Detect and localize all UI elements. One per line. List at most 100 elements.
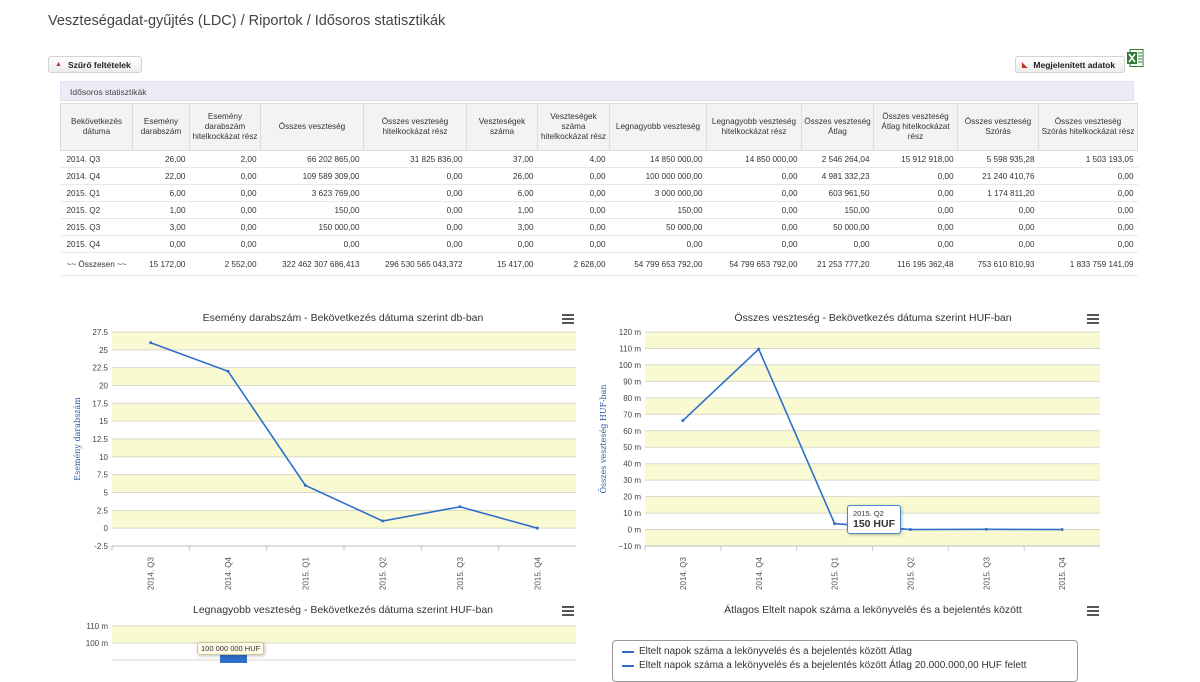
column-header[interactable]: Összes veszteség hitelkockázat rész [363,103,467,151]
y-tick-label: 7.5 [97,471,109,480]
table-cell: 0,00 [363,218,467,236]
column-header[interactable]: Összes veszteség Átlag hitelkockázat rés… [873,103,958,151]
column-header[interactable]: Legnagyobb veszteség hitelkockázat rész [706,103,802,151]
table-cell: 0,00 [706,201,802,219]
table-cell: 14 850 000,00 [706,150,802,168]
grid-band [645,463,1100,481]
table-cell: 50 000,00 [609,218,707,236]
table-cell: 0,00 [537,201,610,219]
table-cell: 22,00 [132,167,190,185]
table-cell: 109 589 309,00 [260,167,364,185]
table-cell: 2015. Q1 [60,184,133,202]
grid-band [112,332,576,350]
y-tick-label: −10 m [619,542,642,551]
chart-legend: Eltelt napok száma a lekönyvelés és a be… [612,640,1078,682]
x-tick-label: 2015. Q1 [831,557,840,590]
y-tick-label: 2.5 [97,506,109,515]
column-header[interactable]: Legnagyobb veszteség [609,103,707,151]
table-cell: 2014. Q3 [60,150,133,168]
tooltip-value: 100 000 000 HUF [201,644,261,653]
menu-icon[interactable] [562,606,574,616]
table-cell: 50 000,00 [801,218,874,236]
y-tick-label: -2.5 [94,542,108,551]
column-header[interactable]: Veszteségek száma [466,103,538,151]
triangle-icon: ▲ [55,61,62,68]
table-cell: 116 195 362,48 [873,252,958,276]
table-cell: 0,00 [873,218,958,236]
legend-item[interactable]: Eltelt napok száma a lekönyvelés és a be… [622,660,1026,671]
table-cell: 2 546 264,04 [801,150,874,168]
chart-title-event-count: Esemény darabszám - Bekövetkezés dátuma … [202,312,484,324]
table-cell: 0,00 [1038,167,1138,185]
column-header[interactable]: Veszteségek száma hitelkockázat rész [537,103,610,151]
table-cell: 66 202 865,00 [260,150,364,168]
table-cell: 0,00 [706,218,802,236]
table-cell: 0,00 [873,201,958,219]
x-tick-label: 2014. Q3 [679,557,688,590]
table-cell: 0,00 [801,235,874,253]
table-cell: 0,00 [132,235,190,253]
chart-title-largest-loss: Legnagyobb veszteség - Bekövetkezés dátu… [193,604,493,616]
table-row: 2014. Q3 26,00 2,00 66 202 865,00 31 825 836… [60,150,1138,168]
legend-swatch [622,664,634,667]
legend-label: Eltelt napok száma a lekönyvelés és a be… [639,660,1027,671]
table-cell: 0,00 [189,218,261,236]
table-cell: 0,00 [363,235,467,253]
x-tick-label: 2015. Q3 [456,557,465,590]
table-cell: 0,00 [706,235,802,253]
menu-icon[interactable] [562,314,574,324]
table-body: 2014. Q3 26,00 2,00 66 202 865,00 31 825 836… [60,150,1138,276]
y-tick-label: 12.5 [92,435,108,444]
table-cell: 0,00 [189,201,261,219]
table-cell: 100 000 000,00 [609,167,707,185]
column-header[interactable]: Esemény darabszám hitelkockázat rész [189,103,261,151]
bar [220,655,247,663]
table-row: 2015. Q3 3,00 0,00 150 000,00 0,00 3,00 0,00 50… [60,218,1138,236]
table-cell: 3,00 [466,218,538,236]
grid-band [112,510,576,529]
menu-icon[interactable] [1087,606,1099,616]
table-cell: 0,00 [260,235,364,253]
y-tick-label: 10 m [623,509,641,518]
column-header[interactable]: Összes veszteség [260,103,364,151]
filter-conditions-button[interactable]: ▲ Szűrő feltételek [48,56,142,73]
table-cell: 15 417,00 [466,252,538,276]
data-point [381,519,385,523]
table-cell: 3 623 769,00 [260,184,364,202]
y-tick-label: 100 m [86,639,109,648]
table-cell: 2 552,00 [189,252,261,276]
table-cell: 2014. Q4 [60,167,133,185]
table-cell: 0,00 [957,201,1039,219]
table-cell: 603 961,50 [801,184,874,202]
column-header[interactable]: Esemény darabszám [132,103,190,151]
y-axis-label: Összes veszteség HUF-ban [599,384,608,493]
y-tick-label: 90 m [623,377,641,386]
legend-item[interactable]: Eltelt napok száma a lekönyvelés és a be… [622,646,912,657]
y-tick-label: 110 m [86,622,108,631]
y-tick-label: 17.5 [92,399,108,408]
largest-loss-chart: 110 m 100 m [86,622,576,663]
data-point [1060,528,1064,532]
x-tick-label: 2015. Q4 [533,557,542,590]
column-header[interactable]: Összes veszteség Szórás hitelkockázat ré… [1038,103,1138,151]
displayed-data-button[interactable]: ◣ Megjelenített adatok [1015,56,1125,73]
table-cell: 14 850 000,00 [609,150,707,168]
column-header[interactable]: Összes veszteség Szórás [957,103,1039,151]
table-cell: 0,00 [1038,184,1138,202]
table-cell: 26,00 [132,150,190,168]
table-cell: 0,00 [706,167,802,185]
y-tick-label: 80 m [623,394,641,403]
table-cell: 0,00 [189,184,261,202]
table-cell: 0,00 [363,167,467,185]
table-cell: 0,00 [466,235,538,253]
column-header[interactable]: Összes veszteség Átlag [801,103,874,151]
series-line [150,341,538,529]
statistics-table: Bekövetkezés dátuma Esemény darabszám Esem… [60,103,1138,276]
y-tick-label: 15 [99,417,108,426]
menu-icon[interactable] [1087,314,1099,324]
excel-icon[interactable] [1127,49,1144,68]
column-header[interactable]: Bekövetkezés dátuma [60,103,133,151]
table-cell: 0,00 [609,235,707,253]
table-row: 2014. Q4 22,00 0,00 109 589 309,00 0,00 26,00… [60,167,1138,185]
x-tick-label: 2015. Q2 [379,557,388,590]
